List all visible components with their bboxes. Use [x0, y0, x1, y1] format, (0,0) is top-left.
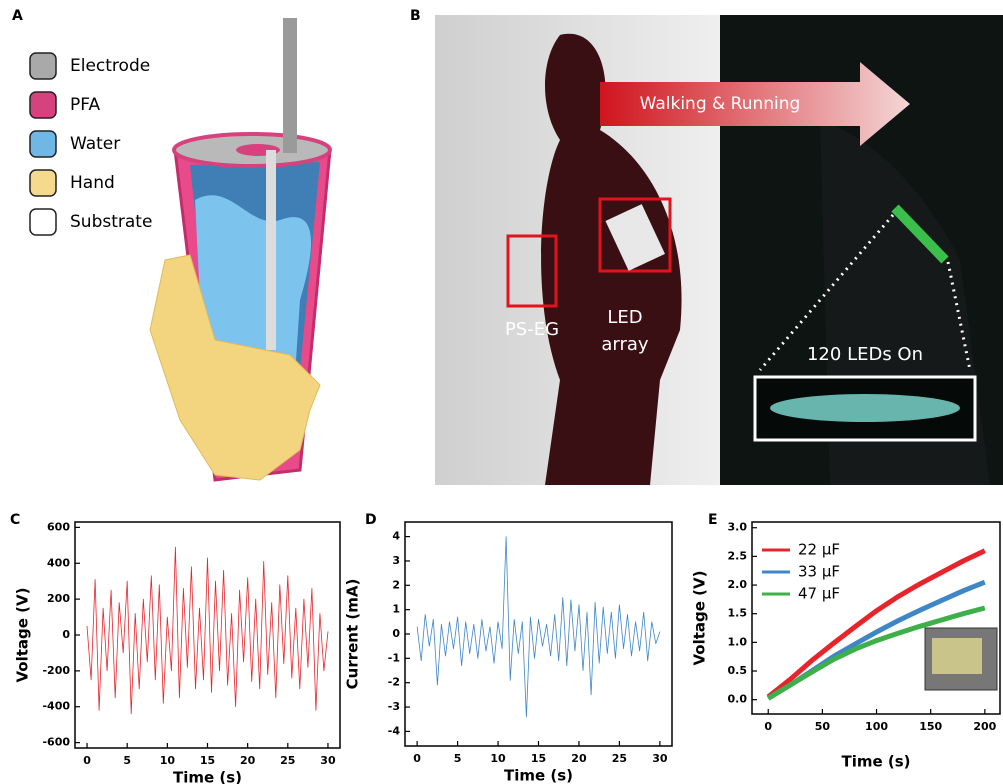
x-tick-label: 20	[240, 754, 256, 767]
panel-label: E	[708, 512, 718, 528]
x-axis-title: Time (s)	[504, 767, 573, 784]
y-tick-label: 0.5	[728, 664, 748, 677]
y-tick-label: 1.5	[728, 607, 748, 620]
data-line	[416, 536, 661, 718]
y-tick-label: 2	[392, 578, 400, 591]
x-tick-label: 5	[123, 754, 131, 767]
legend-label: PFA	[70, 95, 100, 115]
y-tick-label: 4	[392, 530, 400, 543]
legend-swatch	[29, 208, 57, 236]
x-tick-label: 0	[413, 752, 421, 765]
legend-swatch	[29, 91, 57, 119]
x-tick-label: 50	[815, 720, 831, 733]
y-tick-label: 1.0	[728, 635, 748, 648]
x-tick-label: 20	[571, 752, 587, 765]
legend-label: 47 µF	[798, 585, 840, 603]
x-tick-label: 100	[865, 720, 888, 733]
x-tick-label: 15	[200, 754, 215, 767]
y-tick-label: -600	[42, 736, 70, 749]
x-tick-label: 30	[320, 754, 336, 767]
x-axis-title: Time (s)	[841, 753, 910, 771]
plot-frame	[74, 521, 341, 749]
photo	[435, 15, 1003, 485]
y-tick-label: 2.0	[728, 578, 748, 591]
x-tick-label: 10	[490, 752, 506, 765]
y-tick-label: -3	[388, 700, 400, 713]
legend-swatch	[29, 130, 57, 158]
y-tick-label: -1	[388, 651, 400, 664]
y-axis-title: Voltage (V)	[691, 571, 709, 666]
x-tick-label: 25	[280, 754, 295, 767]
y-axis-title: Voltage (V)	[14, 588, 32, 683]
legend-label: Substrate	[70, 212, 152, 232]
data-line	[766, 605, 986, 701]
y-tick-label: -400	[42, 700, 70, 713]
led-label: array	[601, 334, 649, 355]
legend-swatch	[29, 52, 57, 80]
legend-label: Hand	[70, 173, 115, 193]
y-tick-label: -2	[388, 676, 400, 689]
x-tick-label: 25	[612, 752, 627, 765]
on-label: 120 LEDs On	[807, 344, 923, 365]
y-tick-label: 1	[392, 603, 400, 616]
panel-label: D	[365, 512, 377, 528]
panel-label: B	[410, 8, 421, 24]
panel-label: C	[10, 512, 20, 528]
x-tick-label: 200	[973, 720, 996, 733]
y-tick-label: 0	[392, 627, 400, 640]
plot-frame	[404, 521, 673, 747]
device-label: PS-EG	[505, 319, 559, 340]
x-tick-label: 15	[531, 752, 546, 765]
data-line	[766, 548, 986, 699]
legend-label: Electrode	[70, 56, 150, 76]
y-tick-label: 600	[47, 520, 70, 533]
legend-label: 33 µF	[798, 563, 840, 581]
y-tick-label: 400	[47, 556, 70, 569]
x-tick-label: 150	[919, 720, 942, 733]
y-tick-label: 0	[62, 628, 70, 641]
y-tick-label: 3.0	[728, 521, 748, 534]
data-line	[86, 546, 329, 715]
y-tick-label: 3	[392, 554, 400, 567]
legend-label: Water	[70, 134, 120, 154]
meter-screen	[932, 638, 982, 674]
y-axis-title: Current (mA)	[344, 579, 362, 690]
panel-label: A	[12, 8, 23, 24]
x-tick-label: 10	[160, 754, 176, 767]
x-tick-label: 0	[764, 720, 772, 733]
y-tick-label: 2.5	[728, 549, 748, 562]
cup-illustration	[149, 18, 332, 482]
x-axis-title: Time (s)	[173, 769, 242, 784]
x-tick-label: 30	[652, 752, 668, 765]
legend-swatch	[29, 169, 57, 197]
x-tick-label: 0	[83, 754, 91, 767]
y-tick-label: -4	[388, 724, 401, 737]
led-label: LED	[607, 307, 642, 328]
x-tick-label: 5	[454, 752, 462, 765]
y-tick-label: -200	[42, 664, 70, 677]
arrow-text: Walking & Running	[640, 94, 801, 114]
y-tick-label: 0.0	[728, 693, 748, 706]
legend-label: 22 µF	[798, 541, 840, 559]
y-tick-label: 200	[47, 592, 70, 605]
